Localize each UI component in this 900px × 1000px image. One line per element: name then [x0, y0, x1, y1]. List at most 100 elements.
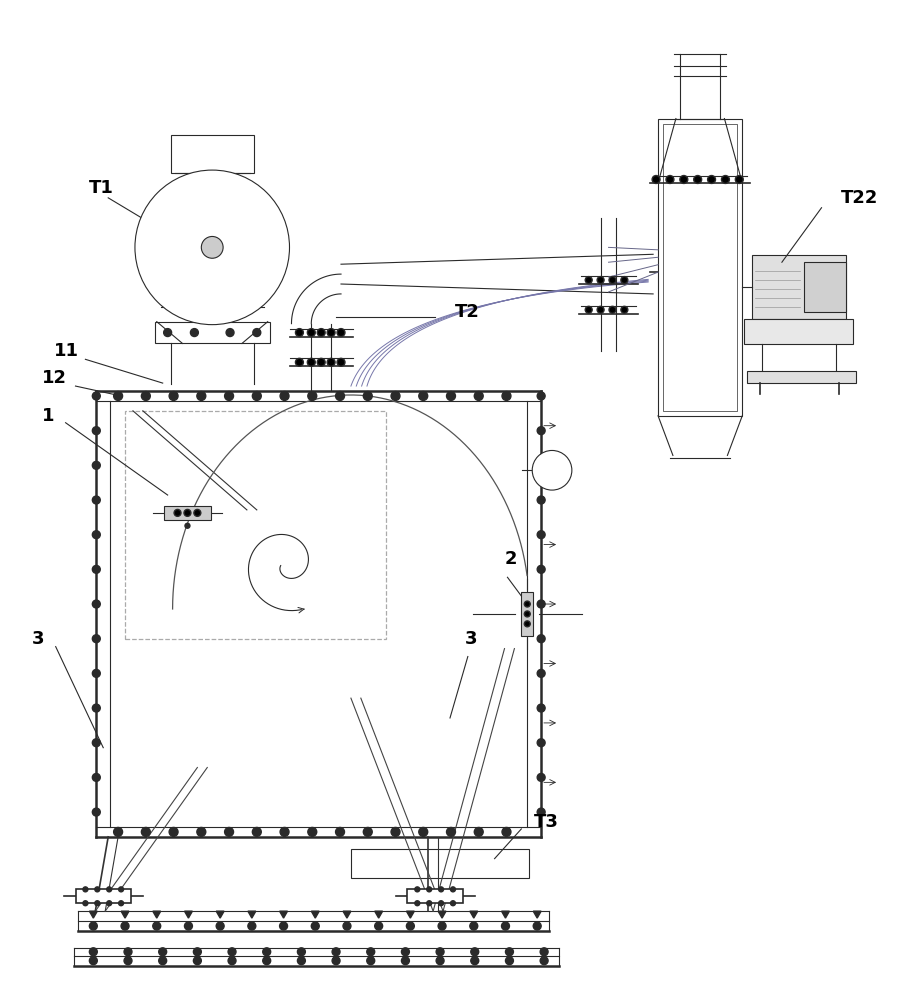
- Bar: [752, 255, 846, 319]
- Polygon shape: [407, 911, 414, 918]
- Circle shape: [280, 922, 287, 930]
- Circle shape: [364, 392, 373, 400]
- Circle shape: [537, 739, 545, 747]
- Circle shape: [415, 887, 419, 892]
- Circle shape: [93, 739, 100, 747]
- Circle shape: [537, 773, 545, 781]
- Circle shape: [537, 496, 545, 504]
- Text: 12: 12: [41, 369, 67, 387]
- Circle shape: [307, 358, 315, 366]
- Circle shape: [446, 392, 455, 400]
- Circle shape: [525, 611, 530, 617]
- Circle shape: [392, 827, 400, 836]
- Circle shape: [93, 496, 100, 504]
- Circle shape: [93, 392, 100, 400]
- Circle shape: [174, 509, 181, 516]
- Circle shape: [164, 329, 172, 337]
- Text: T1: T1: [88, 179, 113, 197]
- Bar: [125, 411, 385, 639]
- Text: 2: 2: [505, 550, 517, 568]
- Circle shape: [367, 957, 374, 965]
- Circle shape: [597, 277, 604, 284]
- Polygon shape: [311, 911, 320, 918]
- Circle shape: [446, 827, 455, 836]
- Circle shape: [216, 922, 224, 930]
- Bar: [663, 124, 737, 411]
- Polygon shape: [280, 911, 287, 918]
- Circle shape: [343, 922, 351, 930]
- Text: 3: 3: [465, 630, 477, 648]
- Circle shape: [297, 957, 305, 965]
- Circle shape: [436, 948, 444, 956]
- Circle shape: [537, 600, 545, 608]
- Circle shape: [525, 621, 530, 627]
- Circle shape: [407, 922, 414, 930]
- Text: 1: 1: [41, 407, 54, 425]
- Circle shape: [438, 887, 444, 892]
- Circle shape: [94, 901, 100, 906]
- Circle shape: [197, 392, 206, 400]
- Circle shape: [609, 277, 616, 284]
- Circle shape: [252, 827, 261, 836]
- Circle shape: [194, 948, 202, 956]
- Circle shape: [537, 392, 545, 400]
- Circle shape: [374, 922, 382, 930]
- Bar: [351, 849, 529, 878]
- Circle shape: [451, 901, 455, 906]
- Circle shape: [474, 827, 483, 836]
- Circle shape: [471, 948, 479, 956]
- Circle shape: [153, 922, 161, 930]
- Circle shape: [308, 392, 317, 400]
- Circle shape: [141, 392, 150, 400]
- Circle shape: [392, 392, 400, 400]
- Circle shape: [652, 176, 660, 183]
- Circle shape: [228, 957, 236, 965]
- Circle shape: [707, 176, 716, 183]
- Circle shape: [107, 901, 112, 906]
- Circle shape: [253, 329, 261, 337]
- Circle shape: [158, 957, 166, 965]
- Circle shape: [585, 277, 592, 284]
- Circle shape: [470, 922, 478, 930]
- Circle shape: [609, 306, 616, 313]
- Circle shape: [263, 948, 271, 956]
- Bar: [747, 371, 856, 383]
- Circle shape: [194, 509, 201, 516]
- Polygon shape: [343, 911, 351, 918]
- Circle shape: [89, 948, 97, 956]
- Circle shape: [666, 176, 674, 183]
- Circle shape: [311, 922, 320, 930]
- Circle shape: [427, 901, 432, 906]
- Text: 3: 3: [32, 630, 44, 648]
- Circle shape: [185, 523, 190, 528]
- Circle shape: [93, 427, 100, 435]
- Bar: [155, 322, 270, 343]
- Circle shape: [83, 887, 88, 892]
- Circle shape: [474, 392, 483, 400]
- Bar: [171, 135, 254, 173]
- Circle shape: [317, 329, 325, 337]
- Circle shape: [537, 704, 545, 712]
- Text: T22: T22: [842, 189, 878, 207]
- Circle shape: [597, 306, 604, 313]
- Circle shape: [502, 827, 511, 836]
- Circle shape: [295, 329, 303, 337]
- Polygon shape: [89, 911, 97, 918]
- Circle shape: [680, 176, 688, 183]
- Circle shape: [107, 887, 112, 892]
- Circle shape: [122, 922, 129, 930]
- Circle shape: [537, 531, 545, 539]
- Circle shape: [93, 600, 100, 608]
- Circle shape: [89, 922, 97, 930]
- Circle shape: [197, 827, 206, 836]
- Circle shape: [226, 329, 234, 337]
- Polygon shape: [184, 911, 193, 918]
- Circle shape: [621, 306, 628, 313]
- Circle shape: [248, 922, 256, 930]
- Circle shape: [93, 531, 100, 539]
- Circle shape: [308, 827, 317, 836]
- Text: T2: T2: [455, 303, 480, 321]
- Circle shape: [83, 901, 88, 906]
- Circle shape: [327, 329, 335, 337]
- Circle shape: [540, 948, 548, 956]
